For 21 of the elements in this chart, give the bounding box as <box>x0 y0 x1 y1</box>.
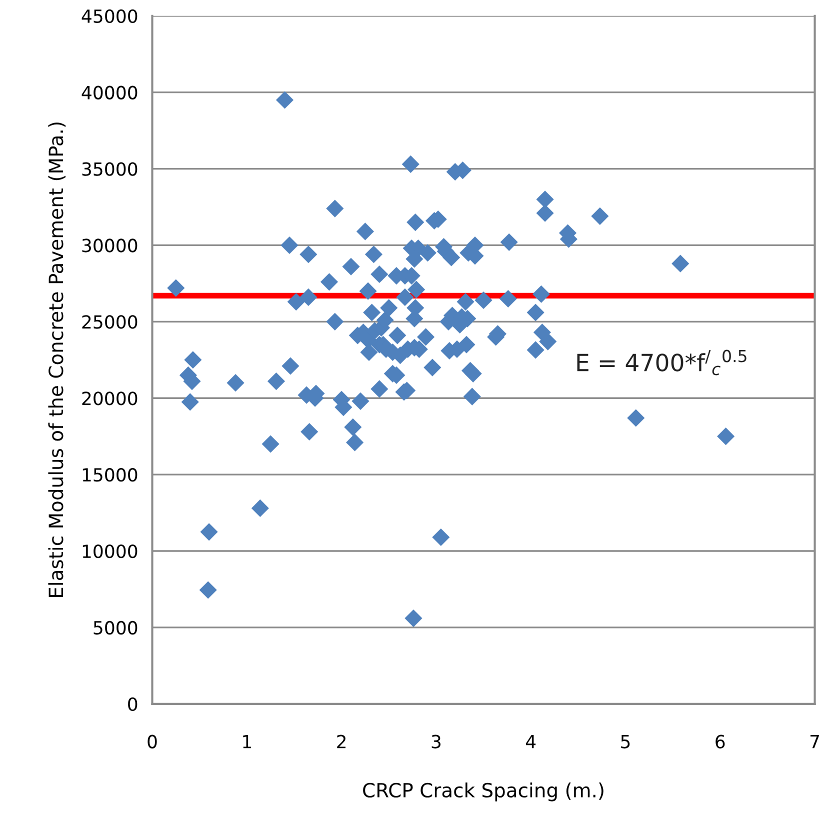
x-tick-label: 6 <box>716 734 725 748</box>
x-tick-label: 1 <box>243 735 251 748</box>
y-tick-label: 10000 <box>82 544 138 558</box>
x-tick-label: 0 <box>148 734 157 748</box>
x-tick-label: 7 <box>810 735 819 748</box>
y-axis-title: Elastic Modulus of the Concrete Pavement (MPa.) <box>48 122 66 597</box>
x-tick-label: 4 <box>526 735 536 748</box>
y-tick-label: 5000 <box>94 620 138 635</box>
y-tick-label: 20000 <box>82 392 138 406</box>
x-axis-title: CRCP Crack Spacing (m.) <box>363 782 604 802</box>
y-tick-label: 30000 <box>82 238 138 252</box>
x-tick-label: 2 <box>337 734 346 748</box>
y-tick-label: 0 <box>128 697 138 712</box>
annotation: E = 4700*f$^{/}$$_{c}$$^{0.5}$ <box>577 350 746 376</box>
y-tick-label: 35000 <box>82 162 138 176</box>
y-tick-label: 25000 <box>82 315 138 329</box>
y-tick-label: 40000 <box>82 86 138 100</box>
y-tick-label: 45000 <box>82 9 138 23</box>
x-tick-label: 5 <box>621 735 630 748</box>
y-tick-label: 15000 <box>82 468 138 482</box>
x-tick-label: 3 <box>432 734 440 748</box>
